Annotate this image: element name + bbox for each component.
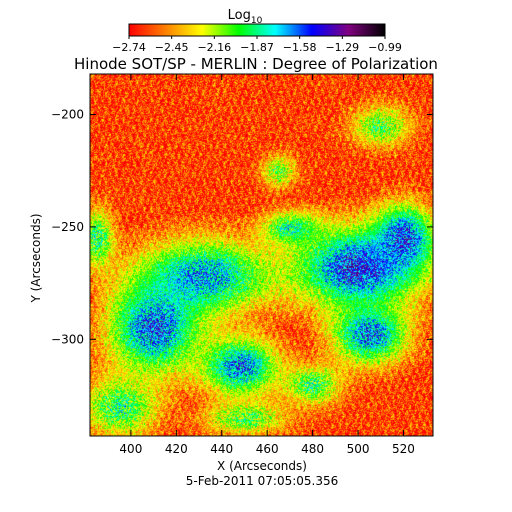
heatmap-image (90, 74, 433, 436)
colorbar-ticks: −2.74 −2.45 −2.16 −1.87 −1.58 −1.29 −0.99 (112, 36, 402, 54)
colorbar: Log10 −2.74 −2.45 −2.16 −1.87 −1.58 −1.29 −0.9… (112, 8, 402, 54)
x-tick-label: 480 (301, 442, 324, 456)
x-tick-label: 500 (347, 442, 370, 456)
x-axis-label: X (Arcseconds) (217, 459, 307, 473)
colorbar-tick-label: −1.87 (240, 41, 274, 54)
colorbar-tick-label: −2.45 (155, 41, 189, 54)
y-axis: −200 −250 −300 (51, 107, 433, 346)
colorbar-tick-label: −2.74 (112, 41, 146, 54)
observation-timestamp: 5-Feb-2011 07:05:05.356 (186, 474, 339, 488)
chart-title: Hinode SOT/SP - MERLIN : Degree of Polar… (74, 55, 438, 73)
colorbar-tick-label: −0.99 (368, 41, 402, 54)
plot-frame (89, 73, 434, 437)
x-tick-label: 400 (119, 442, 142, 456)
colorbar-label-base: Log (228, 8, 251, 23)
colorbar-label-subscript: 10 (251, 16, 263, 26)
plot-area (89, 73, 434, 437)
colorbar-tick-label: −2.16 (197, 41, 231, 54)
colorbar-label: Log10 (228, 8, 263, 26)
colorbar-tick-label: −1.58 (283, 41, 317, 54)
x-axis: 400 420 440 460 480 500 520 (119, 74, 415, 456)
y-axis-label: Y (Arcseconds) (29, 213, 43, 303)
y-tick-label: −250 (51, 220, 84, 234)
y-tick-label: −300 (51, 332, 84, 346)
colorbar-gradient (128, 23, 386, 37)
y-tick-label: −200 (51, 107, 84, 121)
colorbar-tick-label: −1.29 (325, 41, 359, 54)
x-tick-label: 460 (256, 442, 279, 456)
x-tick-label: 520 (392, 442, 415, 456)
x-tick-label: 420 (165, 442, 188, 456)
x-tick-label: 440 (210, 442, 233, 456)
